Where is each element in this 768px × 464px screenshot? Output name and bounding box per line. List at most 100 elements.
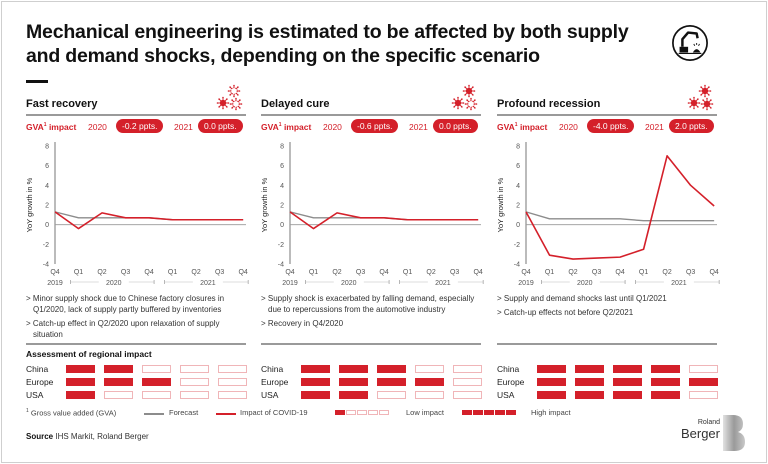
y-tick-label: -2 bbox=[514, 242, 520, 249]
region-name: Europe bbox=[26, 377, 54, 387]
impact-cell-filled bbox=[377, 378, 406, 386]
virus-filled-icon bbox=[687, 96, 701, 110]
impact-cell-filled bbox=[104, 378, 133, 386]
covid-impact-line bbox=[54, 211, 244, 230]
impact-cell-empty bbox=[142, 391, 171, 399]
region-row-china: China bbox=[497, 363, 718, 376]
impact-cell-empty bbox=[415, 365, 444, 373]
impact-cell-filled bbox=[301, 365, 330, 373]
impact-cell-empty bbox=[689, 365, 718, 373]
y-tick-label: 2 bbox=[45, 203, 49, 210]
severity-virus-icons bbox=[216, 84, 243, 111]
impact-cell-empty bbox=[415, 391, 444, 399]
low-impact-swatch bbox=[379, 410, 389, 415]
y-axis-label: YoY growth in % bbox=[496, 177, 505, 232]
x-year-label: 2020 bbox=[341, 280, 357, 287]
x-tick-label: Q4 bbox=[615, 269, 624, 276]
region-row-china: China bbox=[26, 363, 247, 376]
impact-cell-filled bbox=[651, 365, 680, 373]
divider bbox=[26, 343, 246, 345]
impact-cell-filled bbox=[537, 365, 566, 373]
low-impact-label: Low impact bbox=[406, 408, 444, 417]
impact-cell-empty bbox=[218, 391, 247, 399]
region-name: Europe bbox=[497, 377, 525, 387]
x-tick-label: Q1 bbox=[168, 269, 177, 276]
virus-outline-icon bbox=[464, 97, 478, 111]
impact-cell-filled bbox=[613, 378, 642, 386]
x-tick-label: Q2 bbox=[332, 269, 341, 276]
robot-arm-welding-icon bbox=[672, 25, 708, 61]
line-chart-profound-recession: -4 -2 0 2 4 6 8 YoY growth in % Q4 Q1 Q2 Q3 Q4 Q1 Q2 Q3… bbox=[491, 138, 731, 290]
note-item: > Catch-up effect in Q2/2020 upon relaxa… bbox=[26, 319, 220, 339]
x-tick-label: Q1 bbox=[74, 269, 83, 276]
covid-legend-swatch bbox=[216, 413, 236, 415]
impact-cell-filled bbox=[301, 391, 330, 399]
impact-cell-filled bbox=[613, 391, 642, 399]
region-row-usa: USA bbox=[497, 389, 718, 402]
line-chart-delayed-cure: -4 -2 0 2 4 6 8 YoY growth in % Q4 Q1 Q2 Q3 Q4 Q1 Q2 Q3… bbox=[255, 138, 495, 290]
gva-year-2020: 2020 bbox=[323, 122, 342, 132]
low-impact-swatch bbox=[357, 410, 367, 415]
region-name: Europe bbox=[261, 377, 289, 387]
impact-cell-filled bbox=[339, 378, 368, 386]
impact-cell-empty bbox=[453, 391, 482, 399]
gva-2020-badge: -0.2 ppts. bbox=[116, 119, 164, 133]
impact-cell-empty bbox=[453, 365, 482, 373]
y-tick-label: 4 bbox=[45, 183, 49, 190]
high-impact-swatch bbox=[495, 410, 505, 415]
impact-cell-empty bbox=[180, 365, 209, 373]
impact-cell-empty bbox=[180, 391, 209, 399]
x-tick-label: Q1 bbox=[309, 269, 318, 276]
scenario-notes: > Supply and demand shocks last until Q1… bbox=[497, 293, 722, 321]
virus-filled-icon bbox=[216, 96, 230, 110]
x-tick-label: Q4 bbox=[473, 269, 482, 276]
low-impact-swatch bbox=[346, 410, 356, 415]
x-tick-label: Q4 bbox=[709, 269, 718, 276]
covid-legend-label: Impact of COVID-19 bbox=[240, 408, 308, 417]
x-tick-label: Q2 bbox=[662, 269, 671, 276]
covid-impact-line bbox=[525, 155, 715, 260]
x-tick-label: Q1 bbox=[403, 269, 412, 276]
y-tick-label: -4 bbox=[514, 262, 520, 269]
panel-header: Delayed cure bbox=[261, 84, 481, 116]
y-tick-label: 8 bbox=[280, 144, 284, 151]
impact-cell-filled bbox=[575, 378, 604, 386]
gva-impact-label: GVA1 impact bbox=[497, 122, 548, 132]
severity-virus-icons bbox=[451, 84, 478, 111]
x-tick-label: Q4 bbox=[50, 269, 59, 276]
title-underline bbox=[26, 80, 48, 83]
x-tick-label: Q3 bbox=[121, 269, 130, 276]
x-year-label: 2021 bbox=[435, 280, 451, 287]
region-row-usa: USA bbox=[26, 389, 247, 402]
x-tick-label: Q2 bbox=[97, 269, 106, 276]
panel-title: Fast recovery bbox=[26, 98, 98, 110]
roland-berger-logo: Roland Berger bbox=[670, 412, 750, 456]
y-tick-label: 4 bbox=[516, 183, 520, 190]
scenario-notes: > Supply shock is exacerbated by falling… bbox=[261, 293, 486, 332]
high-impact-swatch bbox=[462, 410, 472, 415]
y-tick-label: 8 bbox=[516, 144, 520, 151]
y-tick-label: 2 bbox=[516, 203, 520, 210]
impact-cell-empty bbox=[180, 378, 209, 386]
gva-2020-badge: -0.6 ppts. bbox=[351, 119, 399, 133]
high-impact-label: High impact bbox=[531, 408, 571, 417]
impact-cell-filled bbox=[613, 365, 642, 373]
impact-cell-filled bbox=[339, 391, 368, 399]
logo-b-mark bbox=[723, 415, 745, 451]
source-note: Source IHS Markit, Roland Berger bbox=[26, 432, 149, 441]
virus-filled-icon bbox=[700, 97, 714, 111]
gva-year-2020: 2020 bbox=[88, 122, 107, 132]
y-tick-label: 0 bbox=[45, 222, 49, 229]
virus-filled-icon bbox=[462, 84, 476, 98]
gva-year-2020: 2020 bbox=[559, 122, 578, 132]
y-tick-label: -4 bbox=[43, 262, 49, 269]
y-axis-label: YoY growth in % bbox=[25, 177, 34, 232]
x-tick-label: Q3 bbox=[592, 269, 601, 276]
forecast-legend-label: Forecast bbox=[169, 408, 199, 417]
impact-cell-filled bbox=[537, 378, 566, 386]
x-tick-label: Q3 bbox=[356, 269, 365, 276]
x-year-label: 2021 bbox=[200, 280, 216, 287]
impact-cell-filled bbox=[66, 391, 95, 399]
impact-cell-filled bbox=[66, 378, 95, 386]
